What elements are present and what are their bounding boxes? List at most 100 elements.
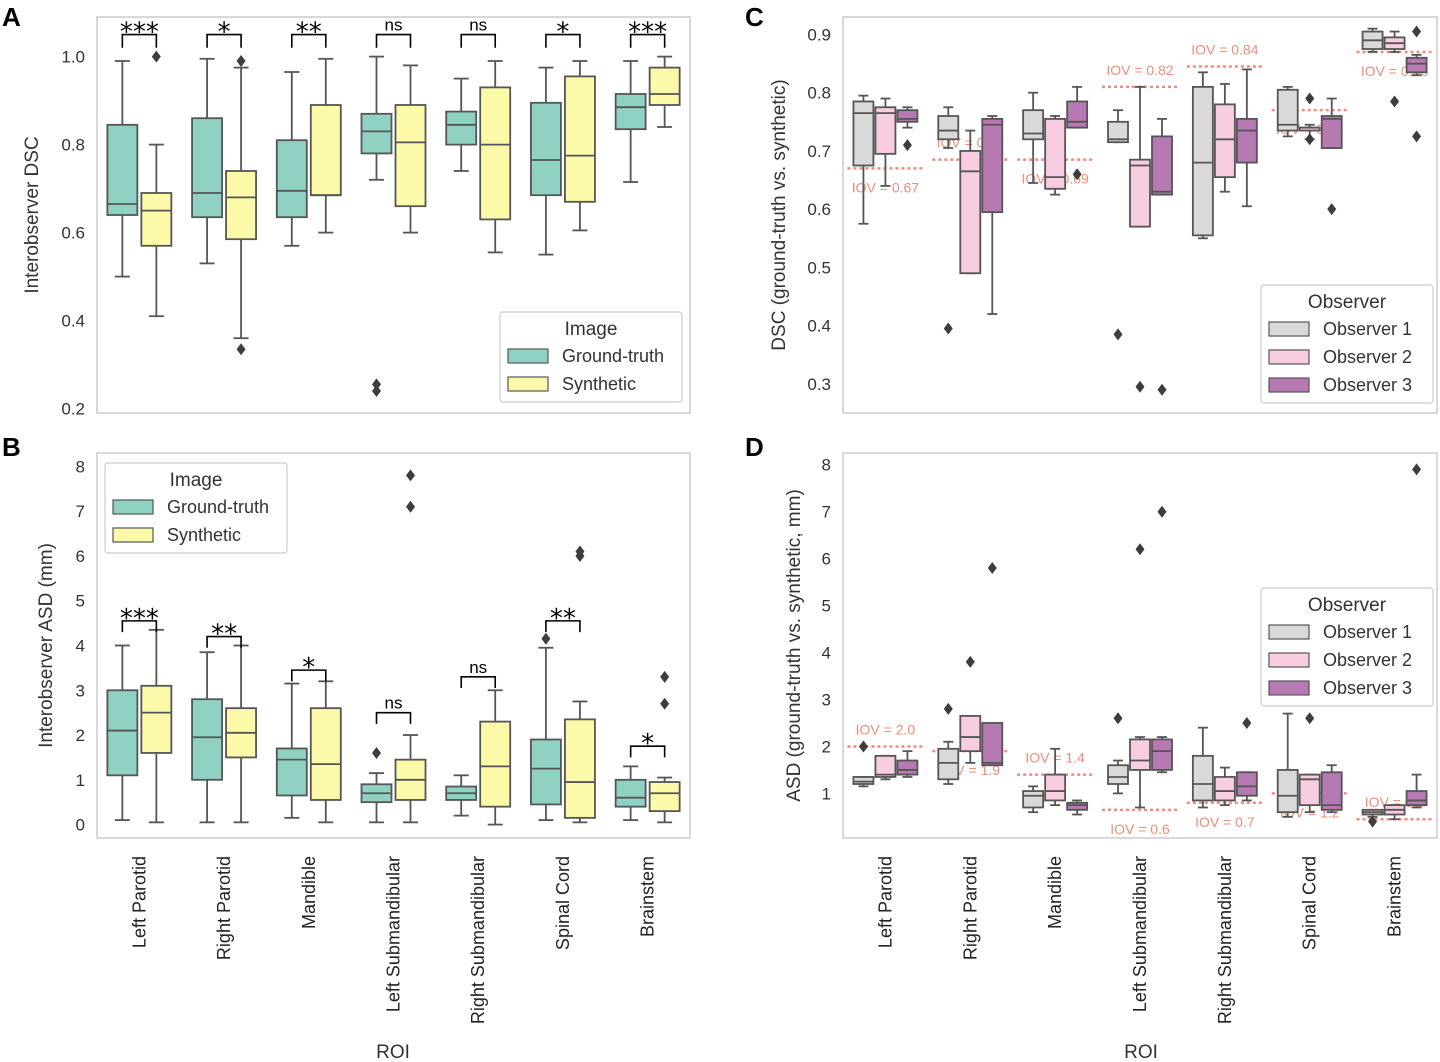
box-iqr <box>852 776 875 785</box>
panel-d: D 1 2 3 4 5 6 7 8 ASD (ground-truth vs. syntheti… <box>745 432 1438 839</box>
box-iqr <box>614 778 647 808</box>
roi-category-label: Mandible <box>1045 856 1065 929</box>
box-observer2 <box>1129 85 1151 393</box>
outlier-point <box>372 746 381 759</box>
y-tick-label: 0.7 <box>807 142 831 161</box>
box-observer2 <box>874 97 897 187</box>
box-iqr <box>479 720 512 808</box>
box-iqr <box>564 718 596 819</box>
legend-title: Image <box>565 319 618 340</box>
box-observer2 <box>1044 115 1067 196</box>
legend-swatch <box>1268 680 1310 696</box>
box-iqr <box>1151 738 1173 771</box>
significance-bracket <box>206 635 242 648</box>
panel-letter-c: C <box>745 2 764 32</box>
roi-axis-label-left: ROI <box>376 1042 410 1062</box>
box-ground_truth <box>530 632 562 821</box>
box-iqr <box>360 112 393 155</box>
plot-d: 1 2 3 4 5 6 7 8 ASD (ground-truth vs. synthetic,… <box>784 452 1438 839</box>
outlier-point <box>236 343 246 356</box>
roi-category-label: Left Submandibular <box>384 856 404 1012</box>
box-iqr <box>394 104 427 208</box>
outlier-point <box>1327 203 1337 216</box>
panel-letter-d: D <box>745 432 764 462</box>
y-axis-label: Interobserver DSC <box>22 136 43 293</box>
box-iqr <box>1235 771 1258 797</box>
roi-category-label: Right Parotid <box>960 856 980 960</box>
box-observer2 <box>1298 92 1321 146</box>
box-ground_truth <box>106 644 139 821</box>
iov-label: IOV = 0.67 <box>852 179 920 195</box>
box-observer1 <box>1276 85 1299 138</box>
box-iqr <box>1107 120 1129 144</box>
outlier-point <box>1157 505 1167 518</box>
iov-label: IOV = 0.84 <box>1191 42 1259 58</box>
roi-category-label: Spinal Cord <box>1300 856 1320 950</box>
roi-labels-left: Left Parotid Right Parotid Mandible Left Su… <box>129 856 657 1024</box>
box-iqr <box>106 123 139 216</box>
significance-label: ns <box>469 16 487 35</box>
y-tick-label: 2 <box>76 726 85 745</box>
legend-entry: Synthetic <box>167 525 241 545</box>
box-iqr <box>959 715 982 753</box>
y-tick-label: 4 <box>822 644 831 663</box>
box-observer2 <box>1298 712 1321 814</box>
box-iqr <box>1066 100 1089 129</box>
box-iqr <box>140 192 173 247</box>
box-observer3 <box>896 106 919 152</box>
box-iqr <box>874 106 897 155</box>
significance-label: * <box>641 729 654 759</box>
box-iqr <box>1405 56 1428 74</box>
box-iqr <box>874 754 897 778</box>
box-ground_truth <box>275 71 308 247</box>
box-ground_truth <box>191 57 223 265</box>
outlier-point <box>372 378 381 391</box>
panel-c: C 0.3 0.4 0.5 0.6 0.7 0.8 0.9 DSC (ground-truth… <box>745 2 1438 414</box>
y-tick-label: 3 <box>822 690 831 709</box>
box-ground_truth <box>445 774 478 817</box>
outlier-point <box>1135 543 1145 556</box>
outlier-point <box>1113 328 1123 341</box>
box-iqr <box>1066 801 1089 811</box>
box-observer2 <box>1383 30 1406 108</box>
outlier-point <box>943 702 953 715</box>
box-observer1 <box>1191 71 1214 240</box>
y-tick-label: 6 <box>822 550 831 569</box>
box-synthetic <box>479 689 512 826</box>
box-iqr <box>106 689 139 777</box>
outlier-point <box>987 562 997 575</box>
box-synthetic <box>648 55 681 128</box>
box-iqr <box>1151 135 1173 196</box>
y-axis-label: ASD (ground-truth vs. synthetic, mm) <box>784 489 805 802</box>
outlier-point <box>943 322 953 335</box>
significance-bracket <box>121 33 158 48</box>
significance-bracket <box>629 745 666 758</box>
box-iqr <box>191 117 223 219</box>
box-iqr <box>1044 118 1067 190</box>
significance-bracket <box>290 33 327 48</box>
box-observer1 <box>1107 109 1129 341</box>
y-tick-label: 8 <box>822 456 831 475</box>
y-tick-label: 1 <box>822 784 831 803</box>
box-observer3 <box>1235 68 1258 208</box>
box-iqr <box>1191 754 1214 802</box>
legend-swatch <box>1268 321 1310 337</box>
legend-entry: Synthetic <box>562 374 636 394</box>
legend-title: Image <box>170 470 223 491</box>
box-ground_truth <box>106 60 139 278</box>
significance-bracket <box>545 33 581 48</box>
box-observer1 <box>852 740 875 788</box>
box-synthetic <box>140 50 173 318</box>
box-iqr <box>1129 738 1151 771</box>
box-ground_truth <box>191 651 223 824</box>
outlier-point <box>1242 716 1252 729</box>
legend-entry: Observer 1 <box>1323 622 1412 642</box>
outlier-point <box>1305 92 1315 105</box>
box-observer3 <box>1405 463 1428 809</box>
legend-frame <box>1260 284 1434 404</box>
box-observer3 <box>1320 764 1343 814</box>
outlier-point <box>1072 168 1082 181</box>
box-iqr <box>937 747 960 781</box>
